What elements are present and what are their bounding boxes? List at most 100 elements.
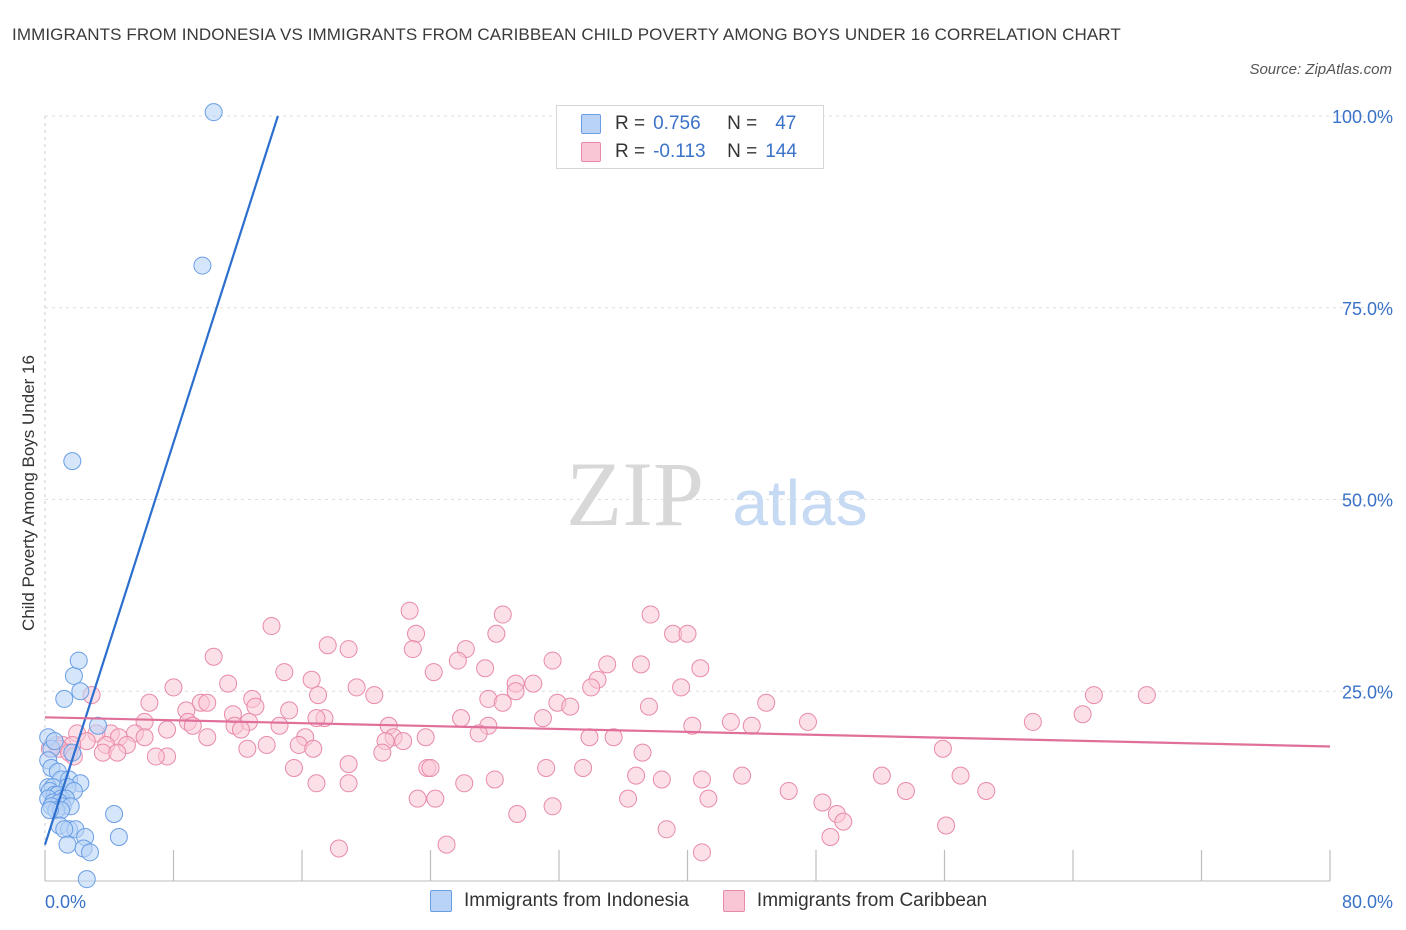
x-tick-label: 80.0% — [1342, 892, 1393, 912]
caribbean-point — [672, 678, 691, 697]
series-legend-label-caribbean: Immigrants from Caribbean — [756, 890, 988, 911]
legend-row-indonesia: R = 0.756 N = 47 — [581, 111, 796, 137]
caribbean-point — [365, 686, 384, 705]
caribbean-point — [933, 739, 952, 758]
caribbean-point — [231, 720, 250, 739]
caribbean-point — [373, 743, 392, 762]
y-tick-label: 75.0% — [1342, 299, 1393, 319]
tick-labels: 100.0% 75.0% 50.0% 25.0% 0.0% 80.0% — [45, 107, 1393, 912]
series-legend-swatch-indonesia — [430, 890, 452, 912]
legend-n-label: N = — [727, 113, 758, 134]
legend-r-value-caribbean: -0.113 — [653, 141, 706, 162]
caribbean-point — [135, 728, 154, 747]
caribbean-point — [631, 655, 650, 674]
caribbean-point — [394, 732, 413, 751]
caribbean-point — [493, 605, 512, 624]
legend-swatch-caribbean — [581, 142, 601, 162]
caribbean-point — [524, 674, 543, 693]
caribbean-point — [896, 781, 915, 800]
caribbean-point — [408, 789, 427, 808]
trend-lines — [43, 115, 1331, 845]
caribbean-point — [543, 797, 562, 816]
caribbean-point — [1137, 686, 1156, 705]
chart-title: IMMIGRANTS FROM INDONESIA VS IMMIGRANTS … — [12, 25, 1121, 44]
caribbean-point — [652, 770, 671, 789]
caribbean-points — [40, 601, 1156, 862]
caribbean-point — [582, 678, 601, 697]
caribbean-point — [309, 686, 328, 705]
caribbean-point — [598, 655, 617, 674]
caribbean-point — [779, 781, 798, 800]
series-legend: Immigrants from Indonesia Immigrants fro… — [430, 890, 1021, 912]
caribbean-point — [304, 739, 323, 758]
series-legend-item-indonesia: Immigrants from Indonesia — [430, 890, 689, 912]
legend-r-label: R = — [615, 113, 646, 134]
indonesia-points — [39, 103, 223, 889]
caribbean-point — [692, 843, 711, 862]
indonesia-point — [63, 452, 82, 471]
caribbean-point — [604, 728, 623, 747]
caribbean-point — [834, 812, 853, 831]
caribbean-point — [485, 770, 504, 789]
indonesia-trend-line — [43, 115, 279, 845]
caribbean-point — [219, 674, 238, 693]
caribbean-point — [347, 678, 366, 697]
y-tick-label: 25.0% — [1342, 682, 1393, 702]
caribbean-point — [108, 743, 127, 762]
caribbean-point — [280, 701, 299, 720]
caribbean-point — [639, 697, 658, 716]
legend: R = 0.756 N = 47 R = -0.113 N = 144 — [556, 105, 824, 169]
caribbean-point — [198, 693, 217, 712]
caribbean-point — [164, 678, 183, 697]
caribbean-point — [506, 682, 525, 701]
caribbean-point — [318, 636, 337, 655]
caribbean-point — [574, 758, 593, 777]
caribbean-point — [407, 624, 426, 643]
source-note: Source: ZipAtlas.com — [1249, 61, 1392, 78]
y-axis-label: Child Poverty Among Boys Under 16 — [19, 355, 38, 631]
caribbean-point — [821, 827, 840, 846]
caribbean-point — [307, 774, 326, 793]
caribbean-point — [543, 651, 562, 670]
indonesia-point — [89, 716, 108, 735]
caribbean-point — [421, 758, 440, 777]
caribbean-point — [275, 663, 294, 682]
caribbean-point — [246, 697, 265, 716]
caribbean-point — [448, 651, 467, 670]
legend-swatch-indonesia — [581, 114, 601, 134]
caribbean-point — [262, 617, 281, 636]
caribbean-point — [284, 758, 303, 777]
caribbean-point — [469, 724, 488, 743]
caribbean-point — [329, 839, 348, 858]
caribbean-point — [416, 728, 435, 747]
caribbean-point — [813, 793, 832, 812]
indonesia-point — [55, 689, 74, 708]
caribbean-point — [678, 624, 697, 643]
indonesia-point — [109, 827, 128, 846]
indonesia-point — [80, 843, 99, 862]
legend-r-label: R = — [615, 141, 646, 162]
caribbean-point — [798, 712, 817, 731]
indonesia-point — [204, 103, 223, 122]
x-tick-label: 0.0% — [45, 892, 86, 912]
caribbean-trend-line — [44, 716, 1331, 748]
caribbean-point — [641, 605, 660, 624]
caribbean-point — [400, 601, 419, 620]
caribbean-point — [204, 647, 223, 666]
caribbean-point — [424, 663, 443, 682]
y-tick-label: 100.0% — [1332, 107, 1393, 127]
caribbean-point — [339, 774, 358, 793]
caribbean-point — [533, 709, 552, 728]
indonesia-point — [69, 651, 88, 670]
indonesia-point — [105, 804, 124, 823]
series-legend-swatch-caribbean — [722, 890, 745, 912]
caribbean-point — [487, 624, 506, 643]
caribbean-point — [476, 659, 495, 678]
caribbean-point — [198, 728, 217, 747]
caribbean-point — [537, 758, 556, 777]
caribbean-point — [742, 716, 761, 735]
caribbean-point — [627, 766, 646, 785]
caribbean-point — [691, 659, 710, 678]
legend-n-label: N = — [727, 141, 758, 162]
indonesia-point — [77, 870, 96, 889]
